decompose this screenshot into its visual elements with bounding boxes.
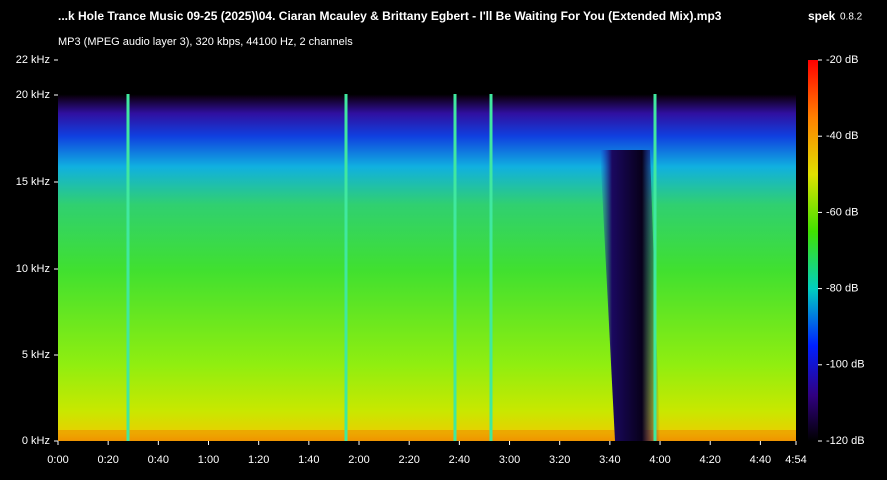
time-label: 3:00 bbox=[499, 454, 520, 466]
scale-label: -100 dB bbox=[826, 359, 865, 371]
app-name: spek bbox=[808, 9, 836, 23]
time-label: 1:00 bbox=[198, 454, 219, 466]
time-label: 4:20 bbox=[699, 454, 720, 466]
time-label: 2:40 bbox=[449, 454, 470, 466]
time-label: 2:20 bbox=[398, 454, 419, 466]
time-label: 1:20 bbox=[248, 454, 269, 466]
color-scale bbox=[808, 60, 818, 441]
app-version: 0.8.2 bbox=[840, 12, 863, 23]
time-label: 1:40 bbox=[298, 454, 319, 466]
low-band bbox=[58, 430, 796, 441]
freq-label: 10 kHz bbox=[16, 263, 50, 275]
scale-label: -80 dB bbox=[826, 283, 858, 295]
freq-label: 5 kHz bbox=[22, 349, 50, 361]
time-label: 2:00 bbox=[348, 454, 369, 466]
time-label: 4:00 bbox=[649, 454, 670, 466]
time-label: 3:40 bbox=[599, 454, 620, 466]
time-label: 4:40 bbox=[750, 454, 771, 466]
time-label: 0:00 bbox=[47, 454, 68, 466]
scale-label: -40 dB bbox=[826, 130, 858, 142]
dip-region bbox=[600, 150, 660, 441]
time-label: 3:20 bbox=[549, 454, 570, 466]
time-label: 0:40 bbox=[148, 454, 169, 466]
spectrogram bbox=[58, 60, 796, 441]
transient-lines bbox=[126, 94, 657, 441]
freq-label: 15 kHz bbox=[16, 176, 50, 188]
file-info: MP3 (MPEG audio layer 3), 320 kbps, 4410… bbox=[58, 36, 353, 48]
time-label: 4:54 bbox=[785, 454, 806, 466]
freq-label: 0 kHz bbox=[22, 435, 50, 447]
freq-label: 20 kHz bbox=[16, 89, 50, 101]
freq-label: 22 kHz bbox=[16, 54, 50, 66]
scale-label: -120 dB bbox=[826, 435, 865, 447]
scale-label: -60 dB bbox=[826, 206, 858, 218]
scale-label: -20 dB bbox=[826, 54, 858, 66]
file-title: ...k Hole Trance Music 09-25 (2025)\04. … bbox=[58, 9, 722, 23]
time-label: 0:20 bbox=[97, 454, 118, 466]
spectrogram-body bbox=[58, 60, 796, 441]
